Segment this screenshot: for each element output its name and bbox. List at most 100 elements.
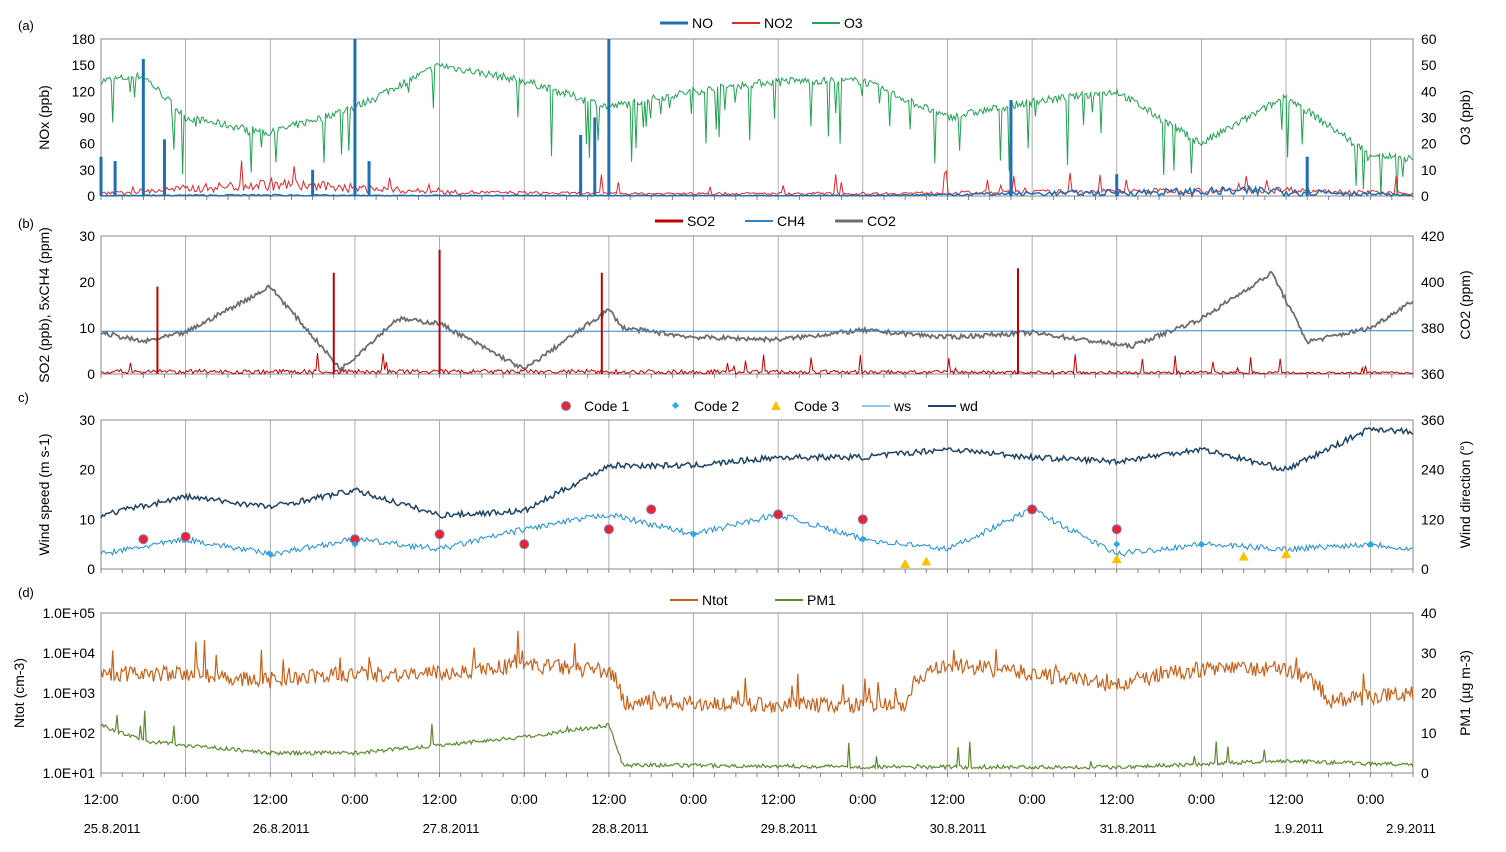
code1-marker: [434, 529, 445, 540]
time-tick-label: 0:00: [1188, 791, 1215, 807]
right-tick-label: 400: [1421, 274, 1445, 290]
right-tick-label: 20: [1421, 136, 1437, 152]
legend-label: wd: [959, 398, 978, 414]
right-tick-label: 0: [1421, 561, 1429, 577]
code3-marker: [1111, 554, 1122, 564]
right-tick-label: 120: [1421, 511, 1445, 527]
legend-label: NO: [692, 15, 713, 31]
right-tick-label: 360: [1421, 412, 1445, 428]
wd-line: [100, 426, 1414, 519]
legend-label: CH4: [777, 213, 805, 229]
x-axis: 12:00 0:00 12:00 0:00 12:00 0:00 12:00 0:00 12:0…: [83, 791, 1435, 836]
code1-marker: [1027, 504, 1038, 515]
time-tick-label: 12:00: [253, 791, 288, 807]
code1-marker: [1111, 524, 1122, 535]
date-label: 30.8.2011: [930, 821, 987, 836]
right-axis-title: Wind direction (°): [1457, 441, 1473, 549]
code2-marker: [351, 540, 359, 548]
code3-marker: [921, 556, 932, 566]
panel-b: (b) 0 10 20 30 360 380 400 420 SO2 (ppb), 5xCH4 (…: [18, 213, 1473, 383]
code1-marker: [519, 539, 530, 550]
code1-marker: [603, 524, 614, 535]
right-tick-label: 0: [1421, 188, 1429, 204]
right-tick-label: 60: [1421, 31, 1437, 47]
panel-label: (a): [18, 18, 34, 33]
left-tick-label: 60: [79, 136, 95, 152]
time-tick-label: 12:00: [761, 791, 796, 807]
left-tick-label: 1.0E+01: [42, 765, 95, 781]
time-tick-label: 12:00: [1269, 791, 1304, 807]
left-tick-label: 1.0E+03: [42, 685, 95, 701]
panel-label: (d): [18, 585, 34, 600]
legend-label: Code 1: [584, 398, 629, 414]
time-tick-label: 0:00: [849, 791, 876, 807]
legend-swatch: [561, 401, 571, 411]
so2-line: [100, 352, 1414, 376]
panel-label: (b): [18, 216, 34, 231]
time-tick-label: 12:00: [591, 791, 626, 807]
legend-label: Ntot: [702, 592, 728, 608]
left-axis-title: SO2 (ppb), 5xCH4 (ppm): [36, 227, 52, 383]
ntot-line: [100, 630, 1414, 715]
date-label: 31.8.2011: [1100, 821, 1157, 836]
right-axis-title: PM1 (µg m-3): [1457, 650, 1473, 736]
code2-marker: [266, 550, 274, 558]
right-tick-label: 50: [1421, 57, 1437, 73]
left-tick-label: 180: [72, 31, 96, 47]
o3-line: [100, 62, 1414, 197]
time-tick-label: 12:00: [1099, 791, 1134, 807]
date-label: 27.8.2011: [423, 821, 480, 836]
left-tick-label: 10: [79, 320, 95, 336]
left-tick-label: 150: [72, 57, 96, 73]
code3-marker: [1238, 551, 1249, 561]
panel-label: c): [18, 390, 29, 405]
right-tick-label: 420: [1421, 228, 1445, 244]
legend-label: NO2: [764, 15, 793, 31]
legend-swatch: [771, 401, 781, 410]
time-tick-label: 12:00: [422, 791, 457, 807]
panel-c: c) 0 10 20 30 0 120 240 360 Wind speed (m s-1) Win…: [18, 390, 1473, 577]
no-line: [100, 184, 1414, 199]
panel-a: (a) 0 30 60 90 120 150 180 0 10 20 30 40 50 60 NOx (ppb…: [18, 15, 1473, 204]
code2-marker: [1113, 540, 1121, 548]
left-axis-title: Ntot (cm-3): [11, 658, 27, 728]
time-tick-label: 0:00: [511, 791, 538, 807]
code1-marker: [857, 514, 868, 525]
date-label: 29.8.2011: [761, 821, 818, 836]
legend-label: Code 2: [694, 398, 739, 414]
right-tick-label: 10: [1421, 162, 1437, 178]
ws-line: [100, 507, 1414, 558]
left-tick-label: 10: [79, 511, 95, 527]
right-axis-title: CO2 (ppm): [1457, 270, 1473, 339]
left-tick-label: 1.0E+02: [42, 725, 95, 741]
right-tick-label: 40: [1421, 605, 1437, 621]
right-tick-label: 360: [1421, 366, 1445, 382]
right-tick-label: 10: [1421, 725, 1437, 741]
left-tick-label: 30: [79, 228, 95, 244]
code1-marker: [138, 534, 149, 545]
legend-label: O3: [844, 15, 863, 31]
time-tick-label: 0:00: [172, 791, 199, 807]
legend-label: CO2: [867, 213, 896, 229]
time-tick-label: 12:00: [930, 791, 965, 807]
legend-label: SO2: [687, 213, 715, 229]
plot-frame: [100, 235, 1414, 375]
code1-marker: [180, 531, 191, 542]
no2-line: [100, 160, 1414, 196]
date-label: 1.9.2011: [1274, 821, 1324, 836]
left-tick-label: 0: [87, 366, 95, 382]
left-tick-label: 30: [79, 412, 95, 428]
time-tick-label: 0:00: [1357, 791, 1384, 807]
legend-label: PM1: [807, 592, 836, 608]
left-tick-label: 120: [72, 83, 96, 99]
legend-label: ws: [893, 398, 911, 414]
left-tick-label: 1.0E+04: [42, 645, 95, 661]
right-tick-label: 240: [1421, 462, 1445, 478]
time-tick-label: 0:00: [680, 791, 707, 807]
left-tick-label: 20: [79, 462, 95, 478]
pm1-line: [100, 710, 1414, 771]
date-label: 28.8.2011: [592, 821, 649, 836]
code2-marker: [689, 530, 698, 538]
co2-line: [100, 270, 1414, 373]
